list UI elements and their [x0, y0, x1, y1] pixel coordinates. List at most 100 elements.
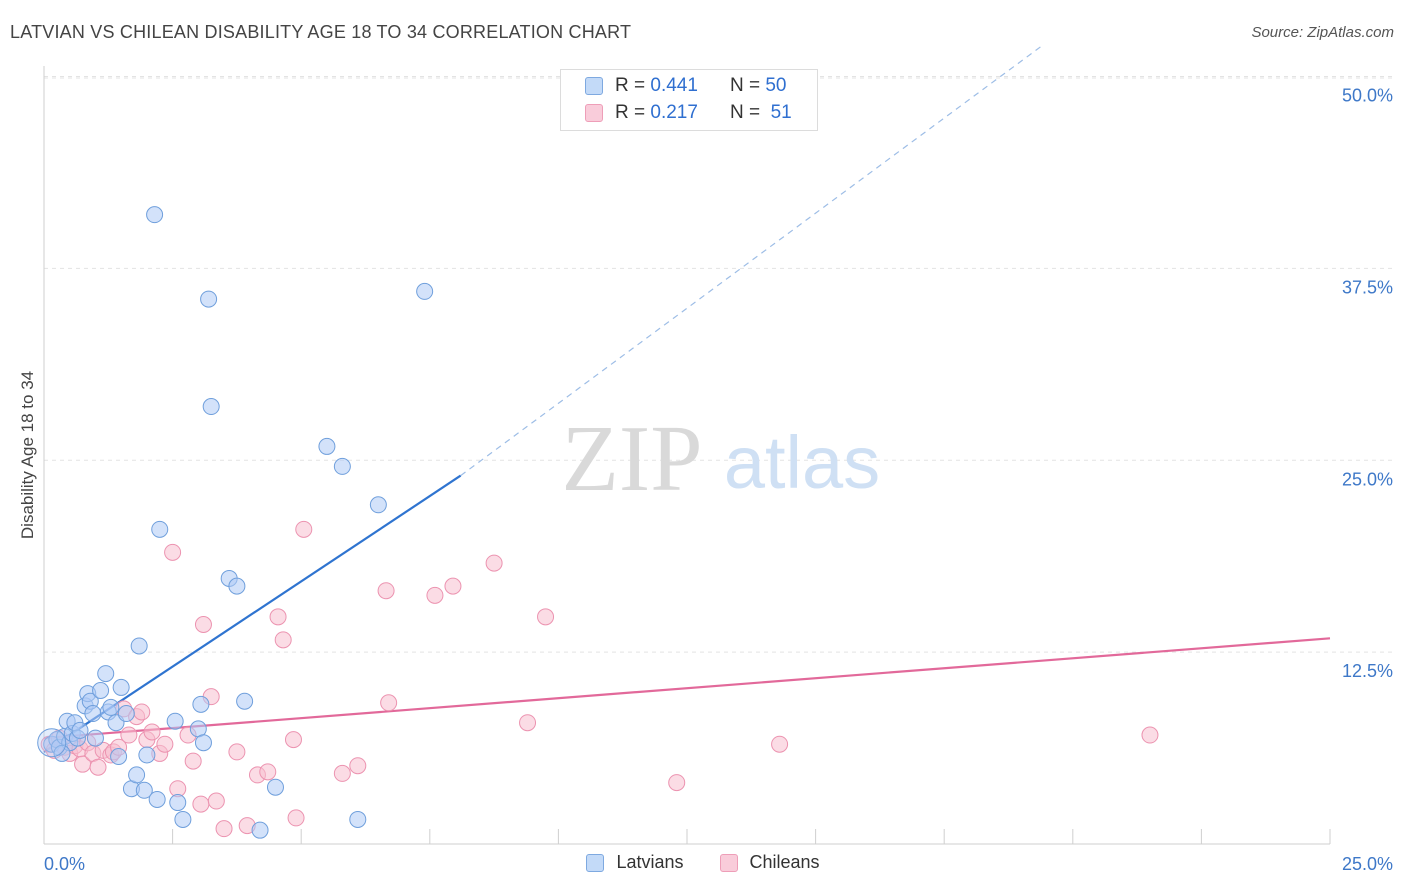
point-latvian — [135, 781, 153, 799]
chart-title: LATVIAN VS CHILEAN DISABILITY AGE 18 TO … — [10, 22, 632, 42]
source-label: Source: ZipAtlas.com — [1251, 24, 1394, 41]
point-chilean — [269, 608, 287, 626]
point-latvian — [92, 682, 110, 699]
point-latvian — [84, 705, 102, 723]
y-tick-label: 37.5% — [1342, 277, 1393, 297]
series-legend: Latvians Chileans — [0, 852, 1406, 873]
point-chilean — [1141, 726, 1159, 744]
point-chilean — [228, 743, 246, 761]
point-chilean — [164, 543, 182, 561]
point-latvian — [349, 810, 367, 828]
point-chilean — [133, 703, 151, 721]
legend-n-label: N = — [729, 102, 761, 123]
point-latvian — [169, 794, 187, 812]
legend-label-chileans: Chileans — [749, 852, 820, 872]
x-tick-label: 0.0% — [44, 854, 85, 874]
y-tick-label: 12.5% — [1342, 661, 1393, 681]
legend-r-value-chileans: 0.217 — [650, 102, 698, 123]
point-latvian — [194, 734, 212, 752]
point-latvian — [97, 665, 115, 683]
legend-n-value-latvians: 50 — [765, 75, 787, 96]
point-chilean — [194, 615, 212, 633]
point-latvian — [117, 705, 135, 723]
point-chilean — [192, 795, 210, 813]
watermark-atlas: atlas — [724, 421, 880, 504]
legend-row-latvians: R = 0.441 N = 50 — [585, 74, 786, 98]
point-chilean — [485, 554, 503, 572]
point-chilean — [377, 582, 395, 600]
point-chilean — [333, 764, 351, 782]
point-latvian — [110, 748, 128, 766]
legend-swatch-chileans — [719, 853, 738, 872]
watermark-zip: ZIP — [562, 407, 703, 511]
point-latvian — [200, 290, 218, 308]
point-latvian — [146, 206, 164, 224]
point-latvian — [174, 810, 192, 828]
point-chilean — [215, 820, 233, 838]
legend-r-value-latvians: 0.441 — [650, 75, 698, 96]
point-chilean — [537, 608, 555, 626]
legend-label-latvians: Latvians — [616, 852, 684, 872]
point-chilean — [519, 714, 537, 732]
point-chilean — [184, 752, 202, 770]
legend-swatch-latvians — [585, 77, 603, 95]
point-latvian — [266, 778, 284, 796]
point-chilean — [284, 731, 302, 749]
point-chilean — [444, 577, 462, 595]
point-latvian — [192, 695, 210, 713]
point-latvian — [130, 637, 148, 655]
point-latvian — [128, 766, 146, 784]
point-latvian — [318, 437, 336, 455]
point-latvian — [148, 790, 166, 808]
legend-r-label: R = — [615, 75, 646, 96]
point-latvian — [71, 721, 89, 739]
point-chilean — [380, 694, 398, 712]
point-chilean — [349, 757, 367, 775]
point-chilean — [143, 723, 161, 741]
legend-n-value-chileans: 51 — [770, 102, 792, 123]
legend-item-chileans[interactable]: Chileans — [719, 852, 820, 873]
point-latvian — [138, 746, 156, 764]
correlation-legend: R = 0.441 N = 50 R = 0.217 N = 51 — [560, 69, 818, 131]
point-chilean — [295, 520, 313, 538]
grid-layer — [44, 76, 1395, 653]
point-chilean — [89, 758, 107, 776]
point-latvian — [228, 577, 246, 595]
point-chilean — [207, 792, 225, 810]
point-latvian — [251, 821, 269, 839]
x-tick-label: 25.0% — [1342, 854, 1393, 874]
point-latvian — [102, 698, 120, 716]
point-latvian — [202, 398, 220, 416]
point-chilean — [259, 763, 277, 781]
point-latvian — [112, 678, 130, 696]
legend-swatch-latvians — [586, 853, 605, 872]
point-latvian — [416, 282, 434, 300]
legend-r-label: R = — [615, 102, 646, 123]
point-latvian — [53, 744, 71, 762]
y-tick-label: 50.0% — [1342, 86, 1393, 106]
axis-layer — [43, 66, 1331, 845]
legend-item-latvians[interactable]: Latvians — [586, 852, 684, 873]
trendline-chileans — [43, 637, 1331, 740]
point-latvian — [166, 712, 184, 730]
point-chilean — [668, 774, 686, 792]
point-chilean — [287, 809, 305, 827]
points-layer — [37, 206, 1159, 839]
point-chilean — [120, 726, 138, 744]
watermark: ZIP atlas — [562, 407, 881, 511]
legend-row-chileans: R = 0.217 N = 51 — [585, 101, 792, 125]
y-tick-label: 25.0% — [1342, 469, 1393, 489]
legend-n-label: N = — [729, 75, 761, 96]
trend-layer — [43, 45, 1331, 753]
point-chilean — [426, 586, 444, 604]
point-latvian — [236, 692, 254, 710]
legend-swatch-chileans — [585, 104, 603, 122]
point-chilean — [274, 631, 292, 649]
tick-labels: 12.5% 25.0% 37.5% 50.0% 0.0% 25.0% — [44, 86, 1393, 875]
point-latvian — [333, 457, 351, 475]
point-latvian — [369, 496, 387, 514]
point-chilean — [156, 735, 174, 753]
point-latvian — [151, 520, 169, 538]
point-chilean — [771, 735, 789, 753]
